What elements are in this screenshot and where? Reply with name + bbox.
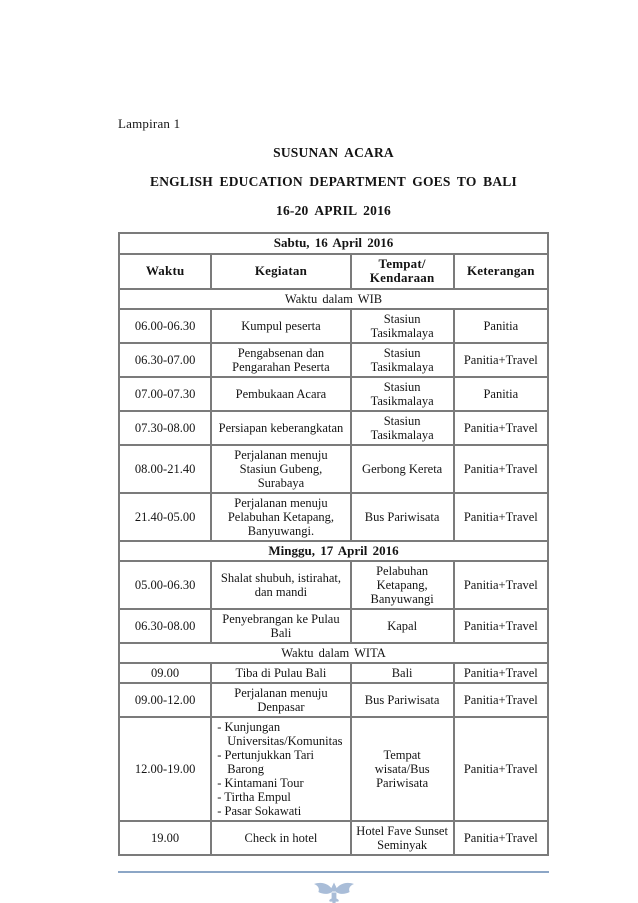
table-row: 07.30-08.00 Persiapan keberangkatan Stasiu… — [117, 409, 550, 446]
lampiran-label: Lampiran 1 — [118, 116, 181, 131]
page-subtitle: ENGLISH EDUCATION DEPARTMENT GOES TO BAL… — [150, 174, 517, 189]
column-header-cell: Kegiatan — [210, 252, 352, 290]
kegiatan-cell: Pengabsenan dan Pengarahan Peserta — [210, 341, 352, 378]
table-row: 09.00 Tiba di Pulau Bali Bali Panitia+Trave… — [117, 662, 550, 685]
document-content: Lampiran 1 SUSUNAN ACARA ENGLISH EDUCATI… — [117, 116, 550, 903]
keterangan-cell: Panitia+Travel — [452, 608, 550, 645]
tempat-cell: Bus Pariwisata — [349, 491, 455, 542]
tempat-cell: Bali — [349, 662, 455, 685]
table-row: 06.30-08.00 Penyebrangan ke Pulau Bali Kap… — [117, 608, 550, 645]
waktu-cell: 19.00 — [117, 820, 213, 857]
table-row: Sabtu, 16 April 2016 — [118, 232, 549, 255]
kegiatan-cell: Shalat shubuh, istirahat, dan mandi — [210, 560, 352, 611]
timezone-header-cell: Waktu dalam WITA — [118, 642, 549, 665]
waktu-cell: 06.30-07.00 — [117, 341, 213, 378]
day-header-cell: Minggu, 17 April 2016 — [118, 539, 549, 563]
footer-logo-container — [118, 881, 549, 903]
activity-list-item: - Kunjungan Universitas/Komunitas — [217, 720, 343, 749]
kegiatan-cell: Perjalanan menuju Denpasar — [210, 682, 352, 719]
table-row: Waktu dalam WITA — [118, 642, 549, 665]
waktu-cell: 05.00-06.30 — [117, 560, 213, 611]
waktu-cell: 21.40-05.00 — [117, 491, 213, 542]
table-row: 12.00-19.00- Kunjungan Universitas/Komun… — [117, 716, 550, 823]
schedule-table-body: Sabtu, 16 April 2016 Waktu Kegiatan Tempat/… — [117, 232, 550, 857]
waktu-cell: 06.30-08.00 — [117, 608, 213, 645]
table-row: 21.40-05.00 Perjalanan menuju Pelabuhan K… — [117, 491, 550, 542]
activity-list-item: - Tirtha Empul — [217, 790, 291, 805]
table-row: 06.30-07.00 Pengabsenan dan Pengarahan Pe… — [117, 341, 550, 378]
keterangan-cell: Panitia+Travel — [452, 443, 550, 494]
page-title: SUSUNAN ACARA — [273, 145, 394, 160]
tempat-cell: Hotel Fave Sunset Seminyak — [349, 820, 455, 857]
waktu-cell: 09.00 — [117, 662, 213, 685]
timezone-header-cell: Waktu dalam WIB — [118, 287, 549, 310]
kegiatan-cell: - Kunjungan Universitas/Komunitas - Pertu… — [210, 716, 352, 823]
keterangan-cell: Panitia+Travel — [452, 491, 550, 542]
tempat-cell: Stasiun Tasikmalaya — [349, 375, 455, 412]
table-row: 19.00 Check in hotel Hotel Fave Sunset Sem… — [117, 820, 550, 857]
table-row: 07.00-07.30 Pembukaan Acara Stasiun Tasikm… — [117, 375, 550, 412]
tempat-cell: Bus Pariwisata — [349, 682, 455, 719]
kegiatan-cell: Check in hotel — [210, 820, 352, 857]
waktu-cell: 06.00-06.30 — [117, 307, 213, 344]
keterangan-cell: Panitia+Travel — [452, 716, 550, 823]
keterangan-cell: Panitia+Travel — [452, 820, 550, 857]
waktu-cell: 07.30-08.00 — [117, 409, 213, 446]
tempat-cell: Tempat wisata/Bus Pariwisata — [349, 716, 455, 823]
kegiatan-cell: Tiba di Pulau Bali — [210, 662, 352, 685]
day-header-cell: Sabtu, 16 April 2016 — [118, 232, 549, 255]
kegiatan-cell: Penyebrangan ke Pulau Bali — [210, 608, 352, 645]
keterangan-cell: Panitia+Travel — [452, 341, 550, 378]
keterangan-cell: Panitia+Travel — [452, 662, 550, 685]
tempat-cell: Stasiun Tasikmalaya — [349, 307, 455, 344]
keterangan-cell: Panitia+Travel — [452, 560, 550, 611]
schedule-table: Sabtu, 16 April 2016 Waktu Kegiatan Tempat/… — [117, 232, 550, 857]
activity-list-item: - Pertunjukkan Tari Barong — [217, 748, 315, 777]
column-header-cell: Keterangan — [452, 252, 550, 290]
logo-shape — [313, 882, 354, 903]
table-row: 06.00-06.30 Kumpul peserta Stasiun Tasikma… — [117, 307, 550, 344]
table-row: Waktu Kegiatan Tempat/ Kendaraan Keterangan — [117, 252, 550, 290]
kegiatan-cell: Perjalanan menuju Pelabuhan Ketapang, Ba… — [210, 491, 352, 542]
table-row: Waktu dalam WIB — [118, 287, 549, 310]
table-row: 08.00-21.40 Perjalanan menuju Stasiun Gub… — [117, 443, 550, 494]
waktu-cell: 09.00-12.00 — [117, 682, 213, 719]
kegiatan-cell: Perjalanan menuju Stasiun Gubeng, Suraba… — [210, 443, 352, 494]
keterangan-cell: Panitia — [452, 375, 550, 412]
waktu-cell: 08.00-21.40 — [117, 443, 213, 494]
kegiatan-cell: Pembukaan Acara — [210, 375, 352, 412]
tempat-cell: Pelabuhan Ketapang, Banyuwangi — [349, 560, 455, 611]
table-row: 09.00-12.00 Perjalanan menuju Denpasar Bus… — [117, 682, 550, 719]
keterangan-cell: Panitia+Travel — [452, 682, 550, 719]
tempat-cell: Kapal — [349, 608, 455, 645]
waktu-cell: 12.00-19.00 — [117, 716, 213, 823]
column-header-cell: Tempat/ Kendaraan — [349, 252, 455, 290]
tempat-cell: Stasiun Tasikmalaya — [349, 409, 455, 446]
footer-divider — [118, 871, 549, 874]
bird-plant-logo-icon — [311, 881, 357, 903]
tempat-cell: Stasiun Tasikmalaya — [349, 341, 455, 378]
table-row: Minggu, 17 April 2016 — [118, 539, 549, 563]
kegiatan-cell: Kumpul peserta — [210, 307, 352, 344]
kegiatan-cell: Persiapan keberangkatan — [210, 409, 352, 446]
table-row: 05.00-06.30 Shalat shubuh, istirahat, dan… — [117, 560, 550, 611]
keterangan-cell: Panitia — [452, 307, 550, 344]
keterangan-cell: Panitia+Travel — [452, 409, 550, 446]
tempat-cell: Gerbong Kereta — [349, 443, 455, 494]
column-header-cell: Waktu — [117, 252, 213, 290]
activity-list-item: - Pasar Sokawati — [217, 804, 302, 819]
waktu-cell: 07.00-07.30 — [117, 375, 213, 412]
date-range: 16-20 APRIL 2016 — [276, 203, 391, 218]
activity-list-item: - Kintamani Tour — [217, 776, 304, 791]
